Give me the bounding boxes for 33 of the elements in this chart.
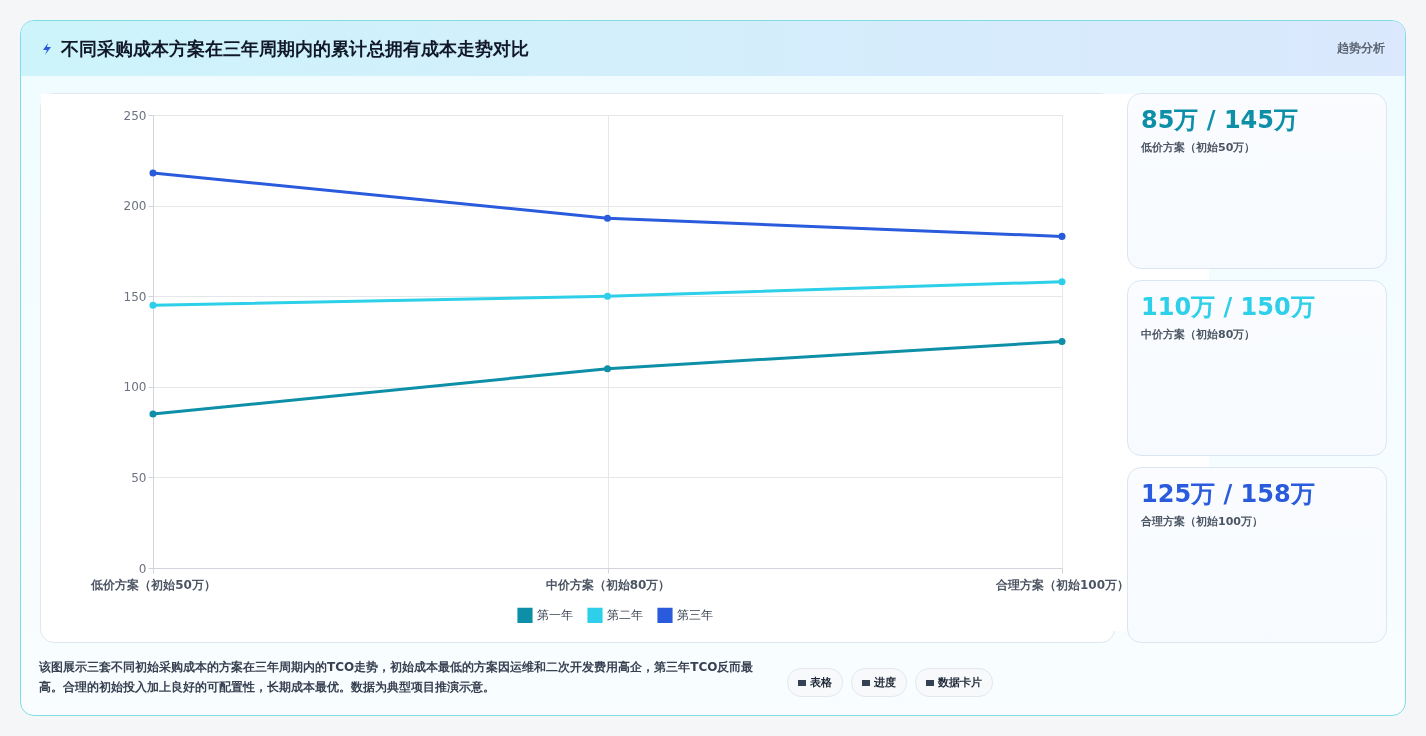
- point: [1058, 232, 1066, 240]
- legend-label: 第一年: [537, 608, 573, 623]
- x-tick-label: 中价方案（初始80万）: [545, 577, 671, 592]
- y-tick-label: 150: [123, 289, 147, 304]
- point: [603, 292, 612, 300]
- text: 125万 / 158万: [1141, 479, 1316, 510]
- text: 合理方案（初始100万）: [1141, 514, 1264, 529]
- point: [149, 169, 157, 177]
- point: [603, 214, 612, 222]
- legend-label: 第三年: [677, 608, 713, 623]
- chart-title: 不同采购成本方案在三年周期内的累计总拥有成本走势对比: [61, 36, 529, 61]
- point: [149, 301, 157, 309]
- x-tick-label: 合理方案（初始100万）: [994, 577, 1130, 592]
- legend-label: 第二年: [607, 608, 643, 623]
- y-tick-label: 200: [123, 199, 147, 214]
- point: [1058, 278, 1066, 286]
- point: [1058, 337, 1066, 346]
- y-tick-label: 100: [123, 380, 147, 395]
- text: 低价方案（初始50万）: [1141, 140, 1257, 155]
- text: 表格: [810, 675, 832, 690]
- text: 数据卡片: [938, 675, 982, 690]
- text: 中价方案（初始80万）: [1141, 327, 1257, 342]
- x-tick-label: 低价方案（初始50万）: [90, 577, 216, 592]
- text: 110万 / 150万: [1141, 292, 1316, 323]
- text: 该图展示三套不同初始采购成本的方案在三年周期内的TCO走势，初始成本最低的方案因运维和二次开发费用高企，第三年TCO反而最高。合理的初始投入加上良好的可配置性，长期成本最优。数据为典型项目推演示意。: [39, 659, 755, 696]
- point: [603, 365, 612, 373]
- y-tick-label: 250: [123, 108, 147, 123]
- y-tick-label: 50: [131, 470, 147, 485]
- y-tick-label: 0: [138, 561, 147, 576]
- text: 85万 / 145万: [1141, 105, 1299, 136]
- text: 趋势分析: [1337, 40, 1385, 57]
- point: [149, 410, 157, 418]
- text: 进度: [874, 675, 896, 690]
